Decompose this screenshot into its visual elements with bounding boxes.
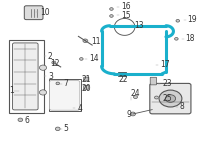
Text: 18: 18: [186, 34, 195, 43]
Text: 16: 16: [121, 2, 130, 11]
Text: 15: 15: [121, 11, 130, 20]
FancyBboxPatch shape: [24, 6, 43, 20]
Text: 11: 11: [91, 37, 101, 46]
Text: 20: 20: [81, 83, 91, 93]
Bar: [49, 79, 81, 111]
Text: 12: 12: [50, 59, 59, 68]
Text: 4: 4: [77, 104, 82, 113]
FancyBboxPatch shape: [49, 81, 80, 110]
Text: 17: 17: [160, 60, 170, 69]
FancyBboxPatch shape: [12, 43, 38, 110]
FancyBboxPatch shape: [150, 77, 157, 85]
Circle shape: [55, 127, 60, 131]
Bar: [118, 72, 126, 76]
Circle shape: [165, 95, 176, 102]
Text: 2: 2: [48, 52, 53, 61]
Text: 22: 22: [119, 75, 128, 84]
Text: 25: 25: [162, 94, 172, 103]
Circle shape: [18, 118, 23, 122]
Text: 6: 6: [24, 116, 29, 125]
FancyBboxPatch shape: [150, 83, 191, 114]
Text: 21: 21: [81, 75, 91, 84]
Circle shape: [39, 65, 47, 70]
Circle shape: [56, 82, 60, 85]
Text: 23: 23: [162, 79, 172, 88]
FancyBboxPatch shape: [84, 85, 89, 89]
Circle shape: [83, 39, 88, 42]
Circle shape: [110, 15, 113, 17]
Circle shape: [130, 112, 135, 116]
Text: 8: 8: [180, 102, 184, 111]
Text: 5: 5: [64, 124, 69, 133]
Text: 7: 7: [64, 79, 69, 88]
Text: 9: 9: [127, 110, 131, 119]
Circle shape: [133, 96, 137, 98]
Circle shape: [80, 58, 83, 60]
Text: 24: 24: [131, 89, 140, 98]
Circle shape: [176, 20, 180, 22]
Text: 1: 1: [10, 86, 14, 95]
Text: 10: 10: [40, 8, 50, 17]
Text: 14: 14: [89, 54, 99, 64]
Text: 13: 13: [134, 21, 144, 30]
Circle shape: [175, 37, 178, 40]
Circle shape: [39, 90, 47, 95]
Text: 3: 3: [48, 72, 53, 81]
Circle shape: [159, 90, 182, 107]
Text: 19: 19: [188, 15, 197, 24]
Circle shape: [155, 96, 158, 99]
Bar: [9, 40, 44, 113]
FancyBboxPatch shape: [84, 77, 89, 81]
Circle shape: [52, 61, 56, 64]
Circle shape: [110, 8, 113, 10]
